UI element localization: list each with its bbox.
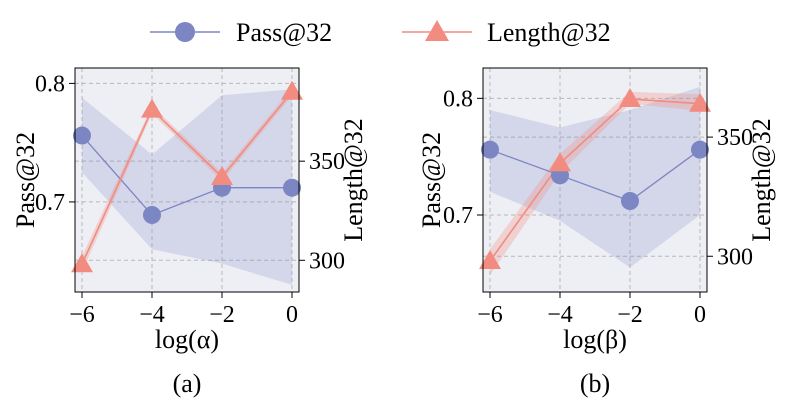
legend-pass-marker [175, 22, 195, 42]
panel-a-xtick-label: −2 [209, 302, 235, 328]
panel-b-length-line [489, 98, 701, 262]
panel-a-frame [74, 67, 300, 293]
panel-a-length-points [71, 80, 303, 273]
panel-a-pass-line [81, 135, 292, 216]
panel-b-xtick-label: −4 [547, 302, 573, 328]
panel-b-length-point [479, 250, 501, 270]
panel-b-pass-points [481, 140, 709, 210]
panel-b-pass-point [691, 140, 709, 159]
panel-a-ylabel-left: Pass@32 [11, 132, 40, 228]
panel-a-pass-point [73, 126, 91, 145]
legend-pass-label: Pass@32 [236, 18, 332, 47]
panel-b-pass-line [489, 149, 701, 202]
panel-b-length-point [689, 92, 711, 112]
panel-a-yticks-left: 0.7 0.8 [35, 71, 75, 216]
panel-b-xtick-label: −2 [617, 302, 643, 328]
panel-a-xtick-label: −6 [69, 302, 95, 328]
panel-a-length-point [141, 98, 163, 118]
panel-a-caption: (a) [173, 369, 202, 398]
panel-a-length-point [71, 253, 93, 273]
panel-b-length-point [549, 152, 571, 172]
panel-a-pass-band [82, 89, 292, 285]
legend: Pass@32 Length@32 [150, 18, 611, 47]
panel-a-xticks: −6 −4 −2 0 [69, 292, 298, 328]
panel-a-pass-point [143, 205, 161, 224]
panel-a-background [75, 68, 299, 292]
panel-a-ytick-right-label: 350 [309, 149, 345, 175]
panel-b-pass-point [481, 140, 499, 159]
panel-a-xlabel: log(α) [155, 325, 219, 354]
panel-a-xtick-label: 0 [286, 302, 298, 328]
panel-a-length-line [81, 91, 293, 265]
panel-b-length-point [619, 87, 641, 107]
panel-b-yticks-left: 0.7 0.8 [443, 86, 483, 229]
legend-length-label: Length@32 [487, 18, 611, 47]
panel-a-ylabel-right: Length@32 [339, 118, 368, 242]
panel-a-ytick-right-label: 300 [309, 248, 345, 274]
panel-b-ytick-right-label: 300 [717, 244, 753, 270]
panel-b-yticks-right: 300 350 [707, 125, 753, 270]
panel-b-ytick-left-label: 0.8 [443, 86, 473, 112]
panel-b-frame [482, 67, 708, 293]
panel-b-ylabel-left: Pass@32 [417, 132, 446, 228]
panel-b-ytick-left-label: 0.7 [443, 203, 473, 229]
panel-a-ytick-left-label: 0.8 [35, 71, 65, 97]
panel-b-pass-band [490, 86, 700, 268]
panel-b-ytick-right-label: 350 [717, 125, 753, 151]
panel-b-pass-point [621, 192, 639, 210]
legend-length-marker [425, 20, 449, 41]
panel-a-length-point [211, 166, 233, 186]
panel-a-yticks-right: 300 350 [299, 149, 345, 274]
panel-a-pass-point [283, 178, 301, 197]
panel-b-xlabel: log(β) [563, 325, 627, 354]
panel-b: −6 −4 −2 0 0.7 0.8 300 350 log(β) Pass@32 Len… [417, 67, 776, 398]
panel-b-xtick-label: 0 [694, 302, 706, 328]
panel-a-ytick-left-label: 0.7 [35, 190, 65, 216]
panel-a-xtick-label: −4 [139, 302, 165, 328]
panel-b-caption: (b) [580, 369, 610, 398]
panel-b-xticks: −6 −4 −2 0 [477, 292, 706, 328]
panel-b-xtick-label: −6 [477, 302, 503, 328]
panel-a-grid [75, 68, 299, 292]
panel-a-length-point [281, 80, 303, 100]
panel-b-ylabel-right: Length@32 [747, 118, 776, 242]
panel-b-length-band [490, 91, 700, 276]
panel-b-background [483, 68, 707, 292]
panel-a: −6 −4 −2 0 0.7 0.8 300 350 log(α) Pass@32 Len… [11, 67, 368, 398]
panel-b-length-points [479, 87, 711, 270]
